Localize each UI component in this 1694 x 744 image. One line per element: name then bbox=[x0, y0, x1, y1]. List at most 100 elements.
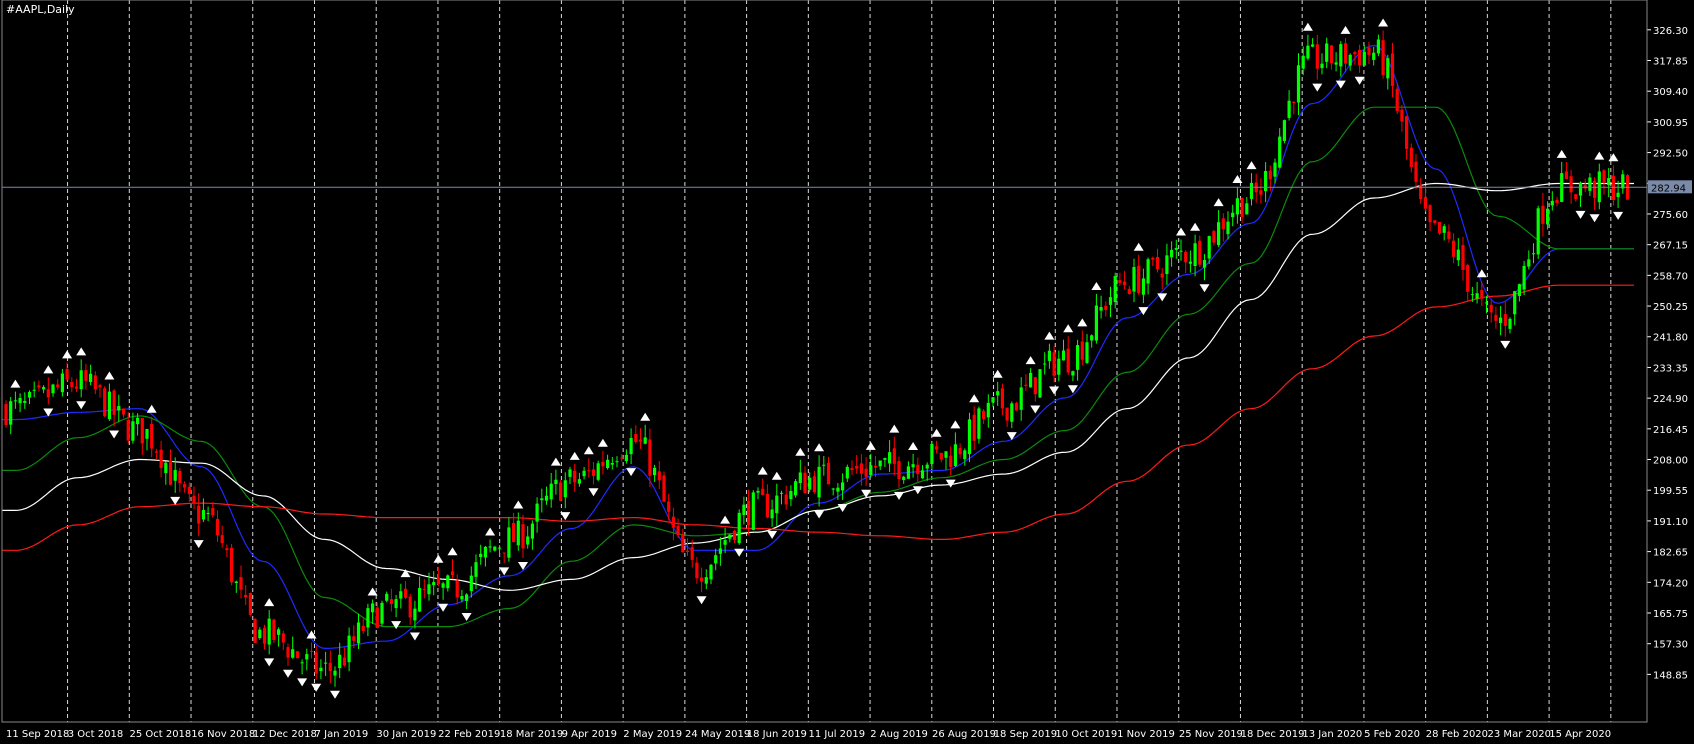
candle-body bbox=[1099, 307, 1103, 311]
x-tick-label: 18 Mar 2019 bbox=[500, 729, 563, 740]
candle-body bbox=[789, 490, 793, 500]
candle-body bbox=[775, 495, 779, 514]
y-tick-label: 267.15 bbox=[1653, 241, 1688, 252]
candle-body bbox=[1522, 265, 1526, 290]
fractal-down-marker bbox=[499, 567, 510, 576]
candle-body bbox=[328, 662, 332, 671]
candle-body bbox=[352, 636, 356, 641]
candle-body bbox=[1574, 194, 1578, 200]
candle-body bbox=[497, 547, 502, 549]
fractal-up-marker bbox=[950, 420, 961, 429]
candle-body bbox=[634, 433, 638, 443]
candle-body bbox=[878, 460, 882, 467]
candle-body bbox=[1325, 43, 1329, 62]
candle-body bbox=[51, 384, 55, 394]
candle-body bbox=[474, 562, 478, 577]
candle-body bbox=[441, 583, 445, 588]
candle-body bbox=[859, 463, 863, 474]
candle-body bbox=[667, 501, 671, 512]
fractal-up-marker bbox=[1091, 281, 1102, 290]
y-tick-label: 309.40 bbox=[1653, 87, 1688, 98]
candle-body bbox=[615, 461, 619, 463]
candle-body bbox=[347, 635, 351, 663]
candle-body bbox=[455, 580, 459, 598]
candle-body bbox=[1367, 47, 1371, 55]
candle-body bbox=[540, 498, 544, 501]
y-tick-label: 275.60 bbox=[1653, 210, 1688, 221]
candle-body bbox=[1489, 304, 1493, 313]
candle-body bbox=[361, 625, 365, 631]
candle-body bbox=[1578, 182, 1583, 196]
y-tick-label: 224.90 bbox=[1653, 394, 1688, 405]
candle-body bbox=[986, 402, 990, 418]
candle-body bbox=[1104, 305, 1108, 310]
candle-body bbox=[1607, 178, 1611, 186]
candle-body bbox=[1094, 305, 1098, 341]
fractal-up-marker bbox=[1556, 149, 1567, 158]
y-tick-label: 317.85 bbox=[1653, 57, 1688, 68]
candle-body bbox=[1306, 45, 1310, 59]
candle-body bbox=[728, 534, 732, 539]
candle-body bbox=[1014, 403, 1019, 411]
fractal-down-marker bbox=[1067, 385, 1078, 394]
candle-body bbox=[747, 501, 751, 526]
candle-body bbox=[718, 548, 722, 554]
fractal-up-marker bbox=[10, 379, 21, 388]
fractal-up-marker bbox=[1077, 318, 1088, 327]
candle-body bbox=[1480, 290, 1484, 299]
candle-body bbox=[1137, 265, 1141, 294]
candle-body bbox=[267, 618, 271, 645]
candle-body bbox=[920, 470, 925, 479]
candle-body bbox=[1212, 231, 1216, 243]
y-tick-label: 250.25 bbox=[1653, 302, 1688, 313]
candle-body bbox=[1358, 49, 1362, 66]
candle-body bbox=[253, 619, 257, 643]
plot-frame bbox=[1, 0, 1648, 723]
candle-body bbox=[319, 667, 323, 672]
candle-body bbox=[850, 467, 854, 470]
candle-body bbox=[281, 633, 285, 643]
fractal-down-marker bbox=[297, 678, 308, 687]
fractal-up-marker bbox=[1190, 222, 1201, 231]
fractal-up-marker bbox=[720, 515, 731, 524]
x-tick-label: 25 Oct 2018 bbox=[129, 729, 191, 740]
candle-body bbox=[1616, 192, 1620, 198]
fractal-up-marker bbox=[1063, 324, 1074, 333]
candle-body bbox=[563, 480, 567, 498]
candle-body bbox=[1320, 63, 1324, 69]
candle-body bbox=[84, 370, 88, 381]
fractal-up-marker bbox=[583, 446, 594, 455]
candle-body bbox=[1188, 261, 1192, 264]
x-tick-label: 1 Nov 2019 bbox=[1117, 729, 1175, 740]
candle-body bbox=[935, 446, 939, 450]
candle-body bbox=[1287, 100, 1291, 118]
candle-body bbox=[657, 471, 661, 481]
candle-body bbox=[371, 603, 375, 613]
candle-body bbox=[117, 405, 121, 411]
candle-body bbox=[836, 487, 840, 492]
candle-body bbox=[42, 387, 46, 390]
candle-body bbox=[197, 505, 201, 524]
candle-body bbox=[1437, 222, 1442, 234]
fractal-up-marker bbox=[1176, 227, 1186, 236]
candle-body bbox=[460, 596, 464, 600]
candle-body bbox=[1433, 220, 1437, 224]
x-tick-label: 23 Mar 2020 bbox=[1488, 729, 1551, 740]
candle-body bbox=[154, 451, 158, 453]
candle-body bbox=[89, 373, 93, 382]
candle-body bbox=[1010, 403, 1014, 422]
candle-body bbox=[1315, 44, 1319, 69]
fractal-up-marker bbox=[485, 527, 496, 536]
candle-body bbox=[1484, 302, 1489, 304]
candle-body bbox=[159, 449, 163, 468]
candle-body bbox=[794, 481, 798, 496]
fractal-up-marker bbox=[1133, 242, 1144, 251]
fractal-down-marker bbox=[461, 612, 472, 621]
x-tick-label: 18 Dec 2019 bbox=[1241, 729, 1305, 740]
candle-body bbox=[596, 463, 600, 480]
candle-body bbox=[220, 535, 224, 544]
candle-body bbox=[690, 547, 694, 560]
fractal-down-marker bbox=[588, 488, 599, 497]
candle-body bbox=[967, 419, 972, 455]
